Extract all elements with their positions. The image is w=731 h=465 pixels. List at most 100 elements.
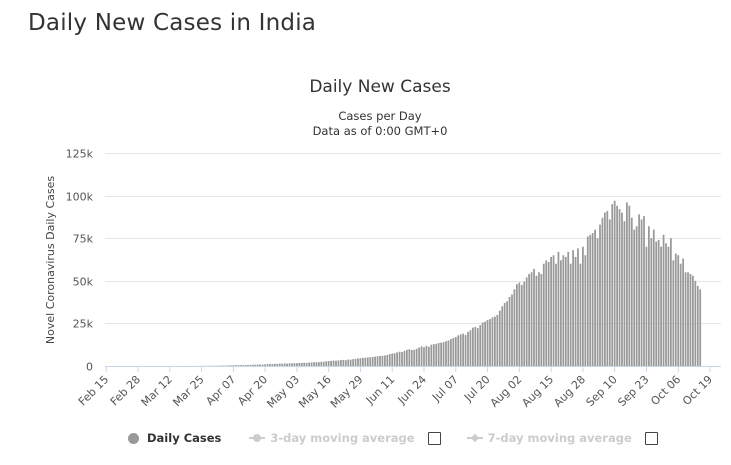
bar[interactable] — [266, 364, 269, 366]
bar[interactable] — [347, 359, 350, 366]
bar[interactable] — [650, 238, 653, 366]
bar[interactable] — [237, 365, 240, 366]
bar[interactable] — [652, 229, 655, 366]
bar[interactable] — [513, 289, 516, 366]
bar[interactable] — [234, 365, 237, 366]
bar[interactable] — [281, 363, 284, 366]
bar[interactable] — [459, 334, 462, 366]
bar[interactable] — [601, 217, 604, 366]
bar[interactable] — [418, 347, 420, 366]
bar[interactable] — [242, 365, 244, 366]
bar[interactable] — [386, 354, 389, 366]
bar[interactable] — [423, 347, 425, 366]
bar[interactable] — [430, 344, 433, 366]
bar[interactable] — [606, 210, 609, 366]
bar[interactable] — [305, 362, 308, 366]
bar[interactable] — [264, 364, 266, 366]
bar[interactable] — [362, 357, 364, 366]
bar[interactable] — [584, 255, 587, 366]
bar[interactable] — [379, 355, 381, 366]
bar[interactable] — [567, 251, 570, 366]
bar[interactable] — [244, 364, 247, 366]
bar[interactable] — [408, 349, 411, 366]
bar[interactable] — [239, 365, 242, 366]
bar[interactable] — [670, 238, 672, 366]
bar[interactable] — [364, 357, 367, 366]
bar[interactable] — [623, 221, 626, 366]
bar[interactable] — [577, 248, 579, 366]
bar[interactable] — [679, 263, 682, 366]
bar[interactable] — [327, 361, 330, 366]
bar[interactable] — [494, 316, 496, 366]
bar[interactable] — [699, 289, 702, 366]
bar[interactable] — [318, 362, 320, 366]
bar[interactable] — [352, 359, 354, 366]
bar[interactable] — [533, 268, 535, 366]
bar[interactable] — [689, 273, 692, 366]
bar[interactable] — [442, 342, 445, 366]
bar[interactable] — [582, 246, 584, 366]
bar[interactable] — [303, 362, 306, 366]
bar[interactable] — [604, 212, 606, 366]
bar[interactable] — [293, 363, 296, 366]
bar[interactable] — [542, 263, 545, 366]
checkbox-3day-average[interactable] — [427, 431, 441, 445]
bar[interactable] — [410, 349, 413, 366]
bar[interactable] — [635, 226, 638, 366]
bar[interactable] — [560, 260, 562, 366]
bar[interactable] — [259, 364, 262, 366]
checkbox-7day-average[interactable] — [644, 431, 658, 445]
bar[interactable] — [401, 352, 403, 366]
bar[interactable] — [562, 255, 565, 366]
bar[interactable] — [406, 349, 408, 366]
bar[interactable] — [491, 317, 494, 366]
bar[interactable] — [269, 363, 271, 366]
bar[interactable] — [276, 363, 279, 366]
bar[interactable] — [472, 327, 474, 366]
bar[interactable] — [450, 339, 452, 366]
legend-item-7day-average[interactable]: 7-day moving average — [466, 431, 658, 445]
bar[interactable] — [496, 314, 499, 366]
bar[interactable] — [545, 260, 548, 366]
bar[interactable] — [288, 363, 291, 366]
bar[interactable] — [660, 246, 662, 366]
bar[interactable] — [291, 363, 293, 366]
bar[interactable] — [286, 363, 288, 366]
bar[interactable] — [511, 294, 513, 366]
bar[interactable] — [428, 346, 430, 366]
bar[interactable] — [692, 275, 694, 366]
bar[interactable] — [574, 256, 577, 366]
bar[interactable] — [254, 364, 257, 366]
bar[interactable] — [384, 355, 386, 366]
bar[interactable] — [310, 362, 313, 366]
bar[interactable] — [315, 362, 318, 366]
bar[interactable] — [484, 321, 486, 366]
bar[interactable] — [579, 263, 582, 366]
bar[interactable] — [447, 340, 450, 366]
bar[interactable] — [657, 239, 660, 366]
bar[interactable] — [481, 322, 484, 366]
bar[interactable] — [479, 325, 482, 366]
bar[interactable] — [474, 326, 477, 366]
bar[interactable] — [322, 361, 325, 366]
bar[interactable] — [611, 204, 614, 366]
bar[interactable] — [337, 360, 340, 366]
bar[interactable] — [340, 360, 342, 366]
bar[interactable] — [599, 224, 601, 366]
bar[interactable] — [589, 234, 592, 366]
bar[interactable] — [555, 263, 557, 366]
bar[interactable] — [462, 333, 464, 366]
bar[interactable] — [540, 273, 543, 366]
bar[interactable] — [330, 360, 332, 366]
bar[interactable] — [435, 343, 438, 366]
bar[interactable] — [633, 229, 636, 366]
bar[interactable] — [645, 246, 648, 366]
bar[interactable] — [342, 359, 345, 366]
bar[interactable] — [298, 362, 301, 366]
bar[interactable] — [501, 306, 504, 366]
bar[interactable] — [616, 205, 618, 366]
bar[interactable] — [665, 243, 667, 366]
bar[interactable] — [413, 349, 416, 366]
bar[interactable] — [332, 360, 335, 366]
bar[interactable] — [300, 363, 303, 366]
